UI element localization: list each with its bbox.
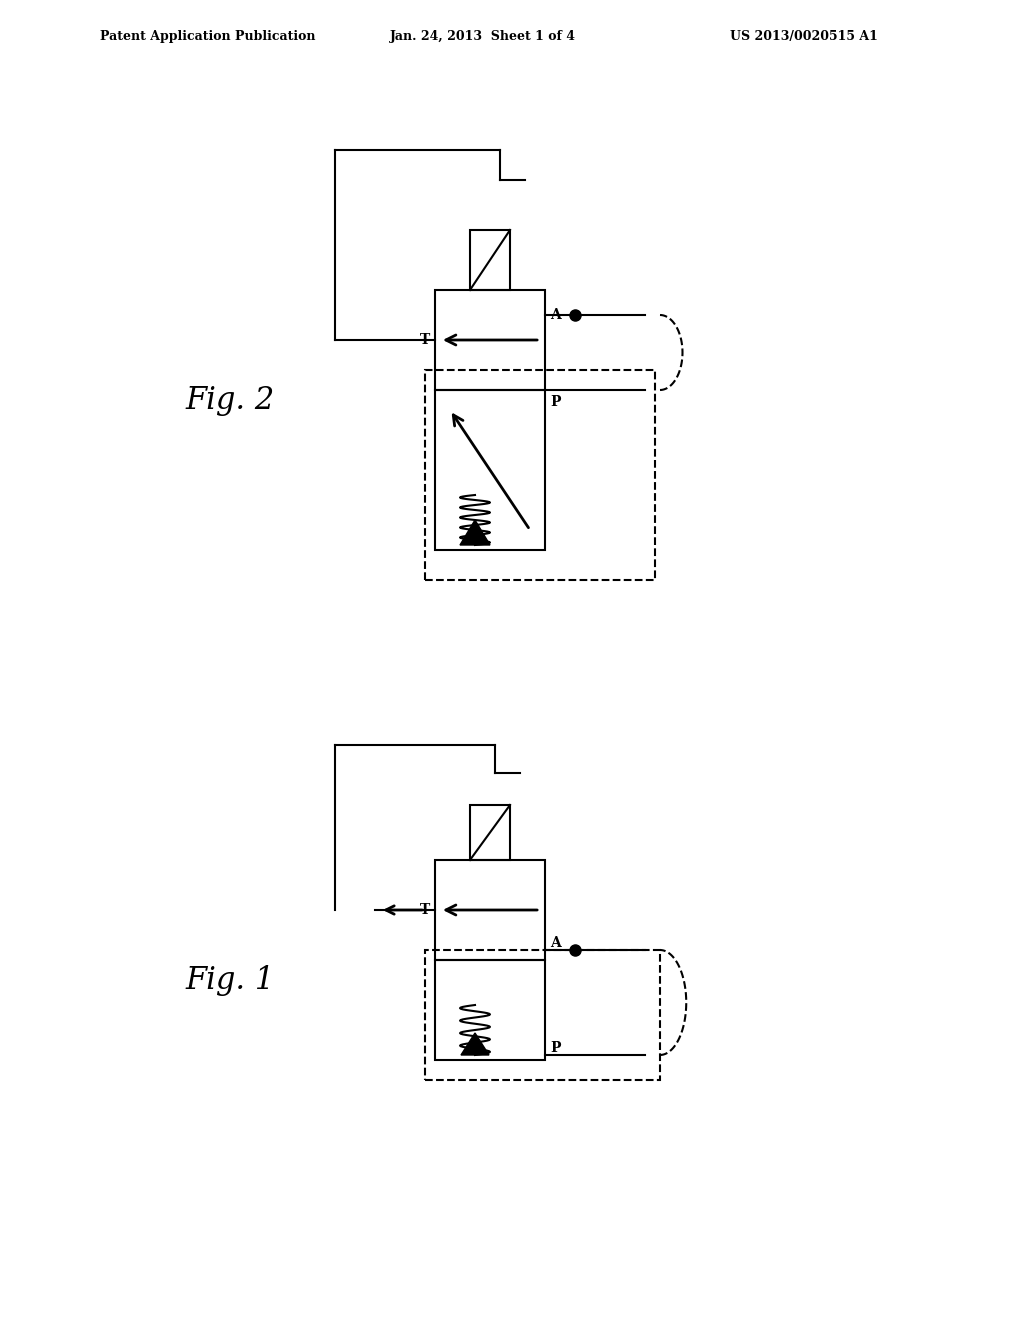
Text: Fig. 1: Fig. 1	[185, 965, 274, 995]
Text: T: T	[420, 333, 430, 347]
Text: T: T	[420, 903, 430, 917]
Bar	[435, 861, 545, 960]
Text: US 2013/0020515 A1: US 2013/0020515 A1	[730, 30, 878, 44]
Text: A: A	[550, 308, 561, 322]
Bar	[435, 960, 545, 1060]
Bar	[470, 230, 510, 290]
Polygon shape	[461, 1034, 489, 1055]
Text: Jan. 24, 2013  Sheet 1 of 4: Jan. 24, 2013 Sheet 1 of 4	[390, 30, 575, 44]
Bar	[425, 950, 660, 1080]
Bar	[435, 290, 545, 389]
Text: P: P	[550, 395, 560, 409]
Bar	[435, 389, 545, 550]
Polygon shape	[460, 520, 490, 545]
Text: Fig. 2: Fig. 2	[185, 384, 274, 416]
Bar	[425, 370, 655, 579]
Text: Patent Application Publication: Patent Application Publication	[100, 30, 315, 44]
Text: P: P	[550, 1041, 560, 1055]
Bar	[470, 805, 510, 861]
Text: A: A	[550, 936, 561, 950]
